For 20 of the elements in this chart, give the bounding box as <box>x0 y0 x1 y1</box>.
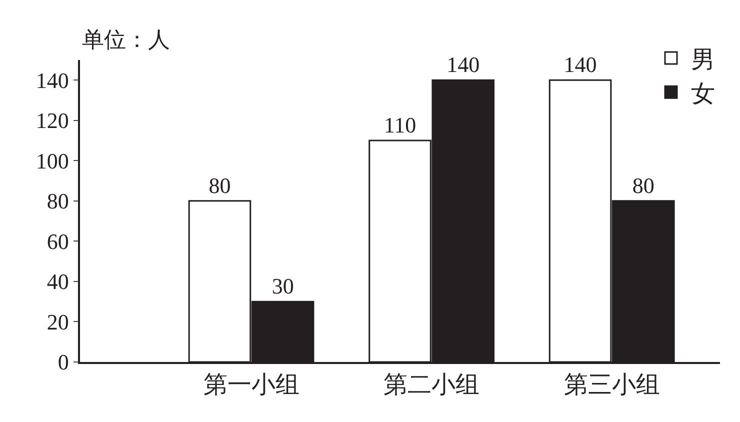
legend-label: 男 <box>691 47 715 74</box>
data-label: 140 <box>446 52 480 78</box>
y-tick-label: 0 <box>58 350 69 375</box>
y-tick-label: 100 <box>36 148 69 174</box>
y-tick-label: 40 <box>46 269 69 294</box>
x-tick-label: 第三小组 <box>564 372 660 399</box>
data-label: 30 <box>272 274 294 299</box>
y-tick-label: 120 <box>36 108 69 134</box>
y-tick-label: 20 <box>46 309 69 334</box>
x-tick-label: 第二小组 <box>384 372 480 399</box>
x-tick-label: 第一小组 <box>203 372 300 399</box>
data-label: 80 <box>632 172 654 198</box>
y-axis-title: 单位：人 <box>82 27 170 52</box>
data-label: 80 <box>208 172 231 198</box>
data-label: 110 <box>384 112 416 138</box>
data-label: 140 <box>564 52 597 78</box>
y-tick-label: 60 <box>46 228 69 254</box>
legend-label: 女 <box>691 82 715 108</box>
y-tick-label: 80 <box>46 188 69 214</box>
y-tick-label: 140 <box>36 68 69 93</box>
